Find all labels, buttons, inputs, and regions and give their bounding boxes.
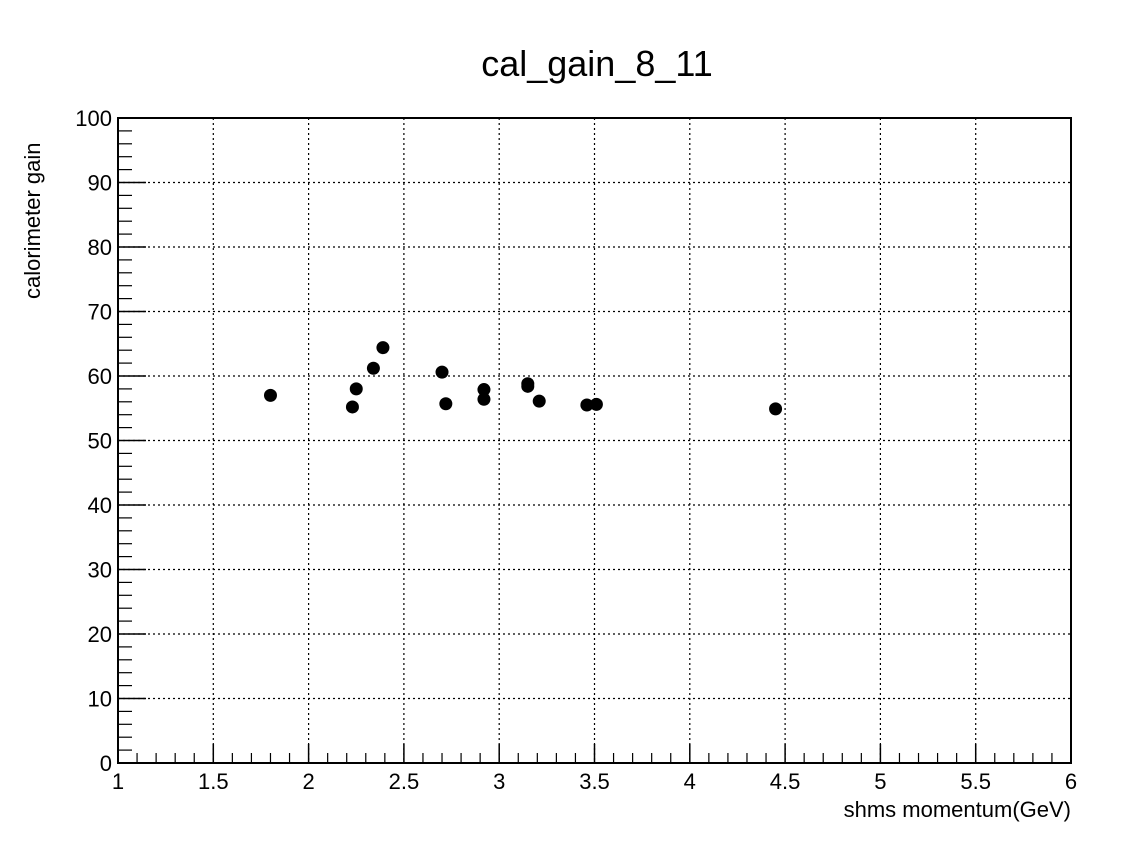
y-tick-label: 20 — [88, 622, 112, 647]
grid-lines — [118, 118, 1071, 763]
x-tick-label: 5.5 — [960, 769, 991, 794]
x-tick-label: 6 — [1065, 769, 1077, 794]
data-point — [532, 394, 546, 408]
x-tick-label: 2.5 — [389, 769, 420, 794]
data-point — [349, 382, 363, 396]
x-tick-labels: 1 1.5 2 2.5 3 3.5 4 4.5 5 5.5 6 — [112, 769, 1077, 794]
data-point — [477, 392, 491, 406]
x-tick-label: 5 — [874, 769, 886, 794]
data-point — [439, 397, 453, 411]
data-point — [376, 341, 390, 355]
x-tick-label: 2 — [302, 769, 314, 794]
x-tick-label: 4 — [684, 769, 696, 794]
y-tick-label: 100 — [75, 106, 112, 131]
data-point — [769, 402, 783, 416]
x-axis-label: shms momentum(GeV) — [844, 797, 1071, 822]
data-points — [263, 341, 783, 416]
data-point — [521, 379, 535, 393]
data-point — [589, 397, 603, 411]
y-tick-label: 40 — [88, 493, 112, 518]
y-tick-label: 30 — [88, 558, 112, 583]
data-point — [477, 383, 491, 397]
data-point — [366, 361, 380, 375]
x-tick-label: 3.5 — [579, 769, 610, 794]
plot-frame — [117, 117, 1072, 764]
y-tick-label: 0 — [100, 751, 112, 776]
y-tick-label: 80 — [88, 235, 112, 260]
y-tick-label: 90 — [88, 171, 112, 196]
x-tick-label: 3 — [493, 769, 505, 794]
x-tick-label: 1 — [112, 769, 124, 794]
y-tick-label: 50 — [88, 429, 112, 454]
data-point — [345, 400, 359, 414]
y-tick-labels: 0 10 20 30 40 50 60 70 80 90 100 — [75, 106, 112, 776]
chart-title: cal_gain_8_11 — [481, 43, 713, 84]
y-tick-label: 70 — [88, 300, 112, 325]
x-tick-label: 1.5 — [198, 769, 229, 794]
data-point — [580, 398, 594, 412]
data-point — [263, 388, 277, 402]
x-tick-label: 4.5 — [770, 769, 801, 794]
data-point — [435, 365, 449, 379]
y-tick-label: 10 — [88, 687, 112, 712]
y-axis-label: calorimeter gain — [20, 142, 45, 299]
y-tick-label: 60 — [88, 364, 112, 389]
